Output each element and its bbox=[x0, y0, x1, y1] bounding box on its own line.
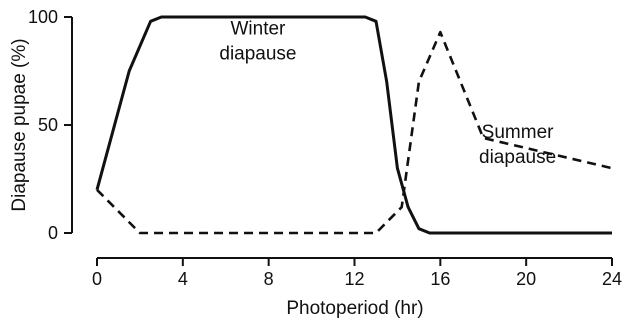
ticks: 0 4 8 12 16 20 24 0 50 100 bbox=[28, 7, 622, 289]
series-line-solid bbox=[95, 15, 612, 235]
x-tick-label-24: 24 bbox=[602, 269, 622, 289]
x-tick-label-16: 16 bbox=[430, 269, 450, 289]
annotation-1: Summer diapause bbox=[479, 122, 556, 168]
x-tick-label-4: 4 bbox=[178, 269, 188, 289]
annotation-0-line-1: diapause bbox=[219, 43, 296, 64]
x-tick-label-8: 8 bbox=[264, 269, 274, 289]
y-tick-label-50: 50 bbox=[38, 115, 58, 135]
annotations: Winter diapause Summer diapause bbox=[219, 18, 556, 168]
series-group bbox=[95, 15, 613, 235]
annotation-1-line-1: diapause bbox=[479, 147, 556, 168]
x-tick-label-12: 12 bbox=[344, 269, 364, 289]
series-line-dashed bbox=[96, 30, 613, 235]
y-axis-label: Diapause pupae (%) bbox=[9, 38, 30, 211]
y-tick-label-100: 100 bbox=[28, 7, 58, 27]
y-tick-label-0: 0 bbox=[48, 223, 58, 243]
x-axis-label: Photoperiod (hr) bbox=[286, 298, 423, 319]
annotation-0-line-0: Winter bbox=[230, 18, 286, 39]
annotation-1-line-0: Summer bbox=[482, 122, 554, 143]
x-tick-label-20: 20 bbox=[516, 269, 536, 289]
x-tick-label-0: 0 bbox=[92, 269, 102, 289]
annotation-0: Winter diapause bbox=[219, 18, 296, 64]
